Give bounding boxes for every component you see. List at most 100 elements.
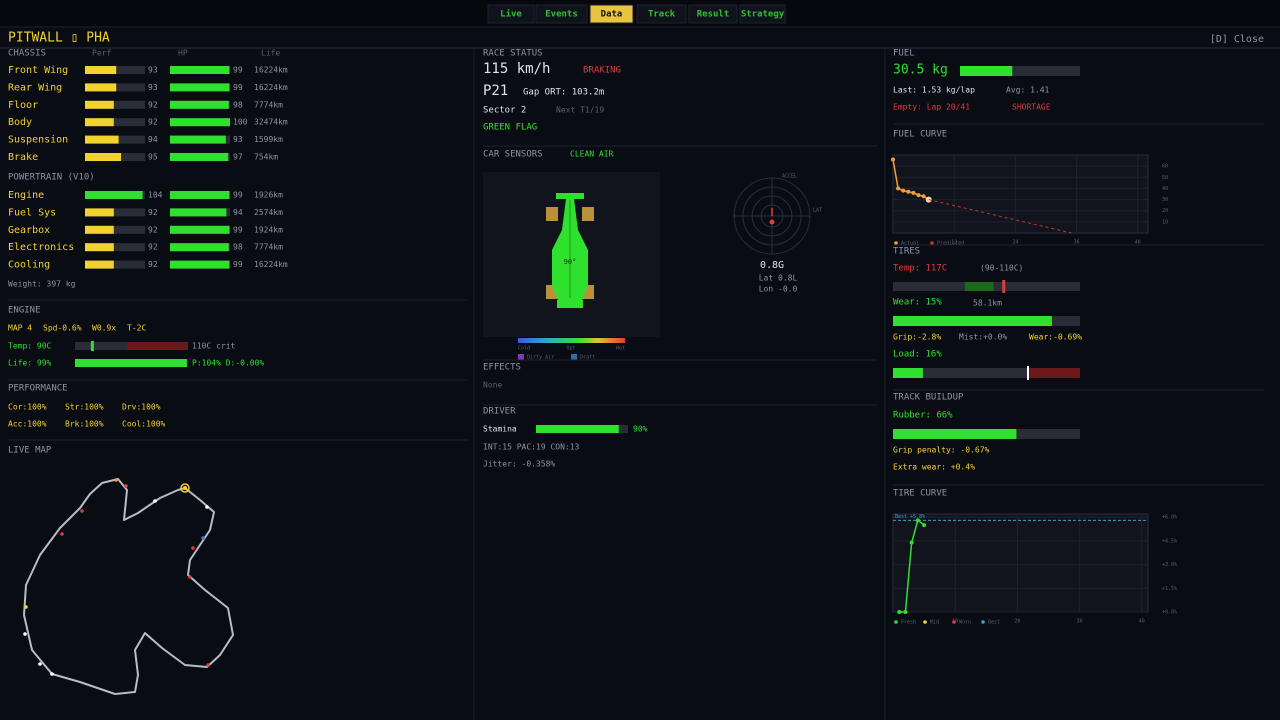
rubber: Rubber: 66% [893,411,953,421]
nav-tab[interactable] [739,4,786,24]
close-button[interactable]: [D] Close [1210,34,1264,45]
nav-tab-label[interactable]: Result [697,10,730,20]
performance-stat: Drv:100% [122,403,161,412]
hp-bar [170,66,230,74]
data-point [922,523,927,528]
x-tick-label: 24 [1012,240,1018,246]
legend-label: Best [988,620,1000,626]
crit-zone [127,342,188,350]
section-title: FUEL [893,49,915,59]
life-value: 16224km [254,260,288,269]
y-tick-label: 10 [1162,219,1168,225]
legend-label: Predicted [937,241,964,247]
perf-value: 92 [148,118,158,127]
series-line [928,199,1072,234]
bar-track [893,368,1080,378]
stamina-label: Stamina [483,425,517,434]
nav-tab[interactable] [589,4,634,24]
nav-tab-label[interactable]: Live [500,9,522,20]
perf-value: 95 [148,153,158,162]
stamina-value: 90% [633,425,648,434]
life-value: 754km [254,153,278,162]
hp-value: 100 [233,118,248,127]
section-title: PERFORMANCE [8,384,68,394]
engine-setting: MAP 4 [8,324,32,333]
hp-bar [170,118,230,127]
life-value: 2574km [254,208,283,217]
body-temp: 90° [564,258,577,266]
perf-bar [85,135,119,144]
x-tick-label: 12 [951,240,957,246]
nav-tab-label[interactable]: Track [648,10,676,20]
fuel-avg: Avg: 1.41 [1006,86,1050,95]
hp-bar [170,153,229,161]
driver-stats: INT:15 PAC:19 CON:13 [483,443,580,452]
data-point [901,188,906,193]
nav-tab[interactable] [636,4,687,24]
y-tick-label: +6.0% [1162,515,1177,521]
g-lat: Lat 0.8L [759,274,798,283]
legend-swatch [894,620,898,624]
perf-bar [85,83,117,92]
hp-value: 97 [233,153,243,162]
hp-value: 93 [233,135,243,144]
nav-tab[interactable] [688,4,738,24]
legend-swatch [571,354,577,360]
component-name: Cooling [8,260,50,271]
fuel-amount: 30.5 kg [893,63,948,78]
chart-area [892,513,1149,613]
position: P21 [483,83,508,99]
hp-value: 99 [233,66,243,75]
data-point [915,518,920,523]
y-tick-label: +0.0% [1162,610,1177,616]
bar-track [85,118,145,127]
y-tick-label: +4.5% [1162,538,1177,544]
x-tick-label: 36 [1074,240,1080,246]
engine-setting: Spd-0.6% [43,324,82,333]
weight: Weight: 397 kg [8,280,76,289]
legend-label: Actual [901,241,919,247]
column-header: HP [178,49,188,58]
flag: GREEN FLAG [483,123,537,133]
g-lon: Lon -0.0 [759,285,798,294]
engine-pd: P:104% D:-0.00% [192,359,264,368]
bar-track [960,66,1080,76]
perf-value: 94 [148,135,158,144]
life-value: 16224km [254,66,288,75]
load-bar [893,368,923,378]
hp-value: 99 [233,83,243,92]
column-header: Life [261,49,280,58]
car-state: BRAKING [583,66,621,76]
nav-tab-label[interactable]: Events [545,10,578,20]
component-name: Electronics [8,242,74,253]
performance-stat: Brk:100% [65,420,104,429]
legend-label: Dirty Air [527,355,554,361]
bar-track [85,100,145,109]
tire-effect: Wear:-0.69% [1029,333,1082,342]
driver-jitter: Jitter: -0.358% [483,460,555,469]
section-title: TIRES [893,247,920,257]
nav-tab[interactable] [535,4,588,24]
nav-tab-label[interactable]: Data [601,10,623,20]
nav-tab[interactable] [487,4,535,24]
section-title: TIRE CURVE [893,489,947,499]
performance-stat: Cor:100% [8,403,47,412]
temp-scale-label: Opt [566,346,575,352]
data-point [909,540,914,545]
column-header: Perf [92,49,111,58]
temp-scale-label: Cold [518,346,530,352]
temp-marker [1002,280,1006,293]
perf-bar [85,243,114,252]
hp-value: 98 [233,243,243,252]
performance-stat: Str:100% [65,403,104,412]
life-value: 32474km [254,118,288,127]
legend-label: Mid [930,620,939,626]
legend-swatch [923,620,927,624]
temp-scale [518,338,625,343]
component-name: Rear Wing [8,82,62,93]
nav-tab-label[interactable]: Strategy [741,10,785,20]
hp-value: 99 [233,225,243,234]
life-value: 1926km [254,191,283,200]
tire-range: (90-110C) [980,264,1023,273]
